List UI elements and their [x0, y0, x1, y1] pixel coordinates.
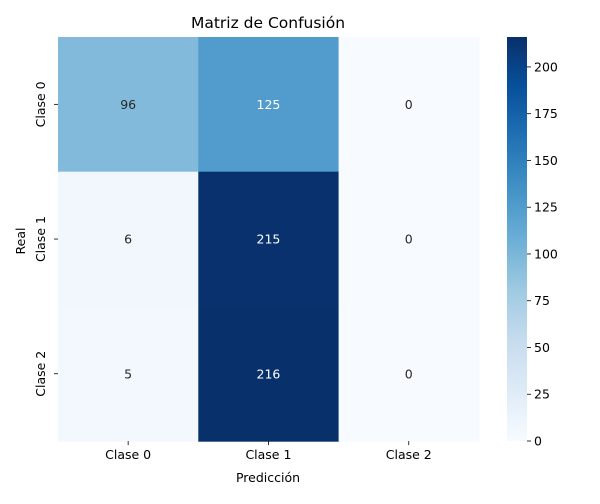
x-axis: Clase 0 Clase 1 Clase 2: [105, 441, 432, 462]
cell-value-label: 216: [257, 366, 281, 381]
y-axis: Clase 0 Clase 1 Clase 2: [33, 81, 58, 397]
cell-value-label: 0: [405, 97, 413, 112]
heatmap-cell: [58, 37, 199, 173]
x-tick-label: Clase 0: [105, 447, 151, 462]
y-tick-label: Clase 0: [33, 81, 48, 127]
heatmap-cell: [198, 37, 340, 173]
y-tick-label: Clase 2: [33, 351, 48, 397]
colorbar-tick-label: 150: [534, 153, 558, 168]
x-tick-label: Clase 2: [386, 447, 432, 462]
cell-value-label: 96: [120, 97, 136, 112]
colorbar-tick-label: 100: [534, 246, 558, 261]
heatmap-cell: [198, 306, 340, 442]
heatmap-cell: [58, 171, 199, 307]
colorbar-tick-label: 0: [534, 434, 542, 449]
cell-value-label: 5: [124, 366, 132, 381]
cell-value-label: 6: [124, 232, 132, 247]
colorbar-tick-label: 75: [534, 293, 550, 308]
colorbar-tick-label: 200: [534, 59, 558, 74]
y-axis-label: Real: [13, 228, 28, 255]
x-tick-label: Clase 1: [245, 447, 291, 462]
heatmap-cell: [58, 306, 199, 442]
colorbar-tick-label: 50: [534, 340, 550, 355]
cell-value-label: 125: [257, 97, 281, 112]
heatmap-cell: [198, 171, 340, 307]
x-axis-label: Predicción: [236, 470, 300, 485]
colorbar: 0 25 50 75 100 125 150 175 200: [507, 37, 558, 449]
heatmap-cell: [338, 171, 480, 307]
heatmap-cell-labels: 96 125 0 6 215 0 5 216 0: [120, 97, 413, 381]
chart-title: Matriz de Confusión: [191, 14, 345, 32]
heatmap-cell: [338, 306, 480, 442]
heatmap-cell: [338, 37, 480, 173]
colorbar-ticks: 0 25 50 75 100 125 150 175 200: [527, 59, 558, 449]
cell-value-label: 215: [257, 232, 281, 247]
cell-value-label: 0: [405, 366, 413, 381]
cell-value-label: 0: [405, 232, 413, 247]
heatmap-cells: [58, 37, 480, 442]
colorbar-tick-label: 25: [534, 387, 550, 402]
y-tick-label: Clase 1: [33, 216, 48, 262]
colorbar-tick-label: 125: [534, 200, 558, 215]
colorbar-tick-label: 175: [534, 106, 558, 121]
colorbar-gradient: [507, 37, 527, 441]
